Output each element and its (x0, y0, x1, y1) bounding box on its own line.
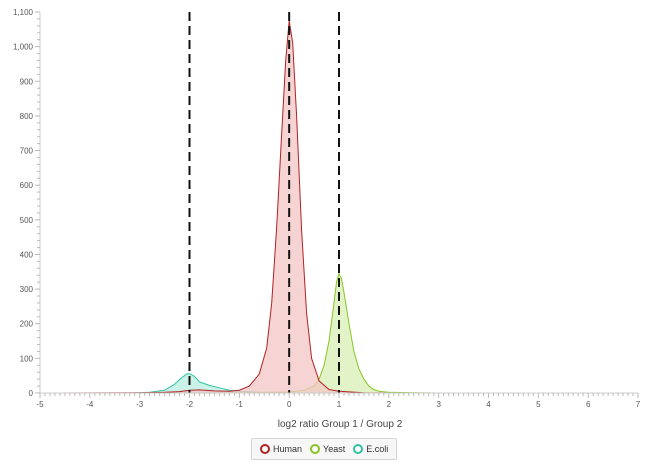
y-tick-label: 200 (20, 320, 34, 329)
x-tick-label: -5 (36, 400, 44, 409)
x-tick-label: -1 (236, 400, 244, 409)
x-tick-label: 7 (636, 400, 641, 409)
legend-item-yeast[interactable]: Yeast (310, 444, 345, 454)
y-tick-label: 100 (20, 354, 34, 363)
legend-label-human: Human (273, 444, 303, 454)
y-tick-label: 1,000 (13, 43, 34, 52)
series-area-yeast (59, 273, 589, 393)
series-area-human (59, 20, 589, 393)
x-tick-label: -2 (186, 400, 194, 409)
axes: 0 100 200 300 400 500 600 700 800 900 1,000 1,100 -5… (13, 8, 641, 409)
y-tick-label: 1,100 (13, 8, 34, 17)
x-axis-title: log2 ratio Group 1 / Group 2 (278, 419, 403, 430)
y-tick-label: 400 (20, 250, 34, 259)
y-tick-label: 300 (20, 285, 34, 294)
series-areas (59, 20, 589, 394)
legend-marker-yeast (310, 444, 321, 454)
legend-item-human[interactable]: Human (260, 444, 302, 454)
reference-lines (188, 12, 340, 393)
series-line-human[interactable] (59, 20, 589, 394)
legend-marker-ecoli (353, 444, 364, 454)
y-tick-label: 500 (20, 216, 34, 225)
y-tick-label: 600 (20, 181, 34, 190)
legend-marker-human (260, 444, 270, 454)
legend: Human Yeast E.coli (251, 438, 398, 460)
y-tick-label: 0 (29, 389, 34, 398)
y-tick-label: 900 (20, 77, 34, 86)
x-tick-label: 1 (337, 400, 342, 409)
series-area-ecoli (59, 373, 589, 393)
legend-label-yeast: Yeast (323, 444, 346, 454)
x-tick-label: 4 (486, 400, 491, 409)
legend-label-ecoli: E.coli (366, 444, 389, 454)
x-tick-label: 2 (387, 400, 392, 409)
x-tick-label: 3 (436, 400, 441, 409)
x-tick-label: 6 (586, 400, 591, 409)
x-tick-label: -4 (86, 400, 94, 409)
x-tick-label: 0 (287, 400, 292, 409)
x-tick-label: -3 (136, 400, 144, 409)
y-tick-label: 700 (20, 147, 34, 156)
y-tick-label: 800 (20, 112, 34, 121)
x-tick-label: 5 (536, 400, 541, 409)
legend-item-ecoli[interactable]: E.coli (353, 444, 388, 454)
